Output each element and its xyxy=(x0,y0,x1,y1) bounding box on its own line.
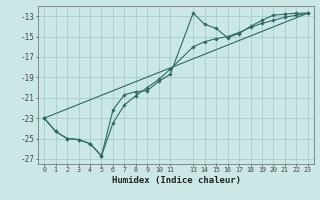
X-axis label: Humidex (Indice chaleur): Humidex (Indice chaleur) xyxy=(111,176,241,185)
